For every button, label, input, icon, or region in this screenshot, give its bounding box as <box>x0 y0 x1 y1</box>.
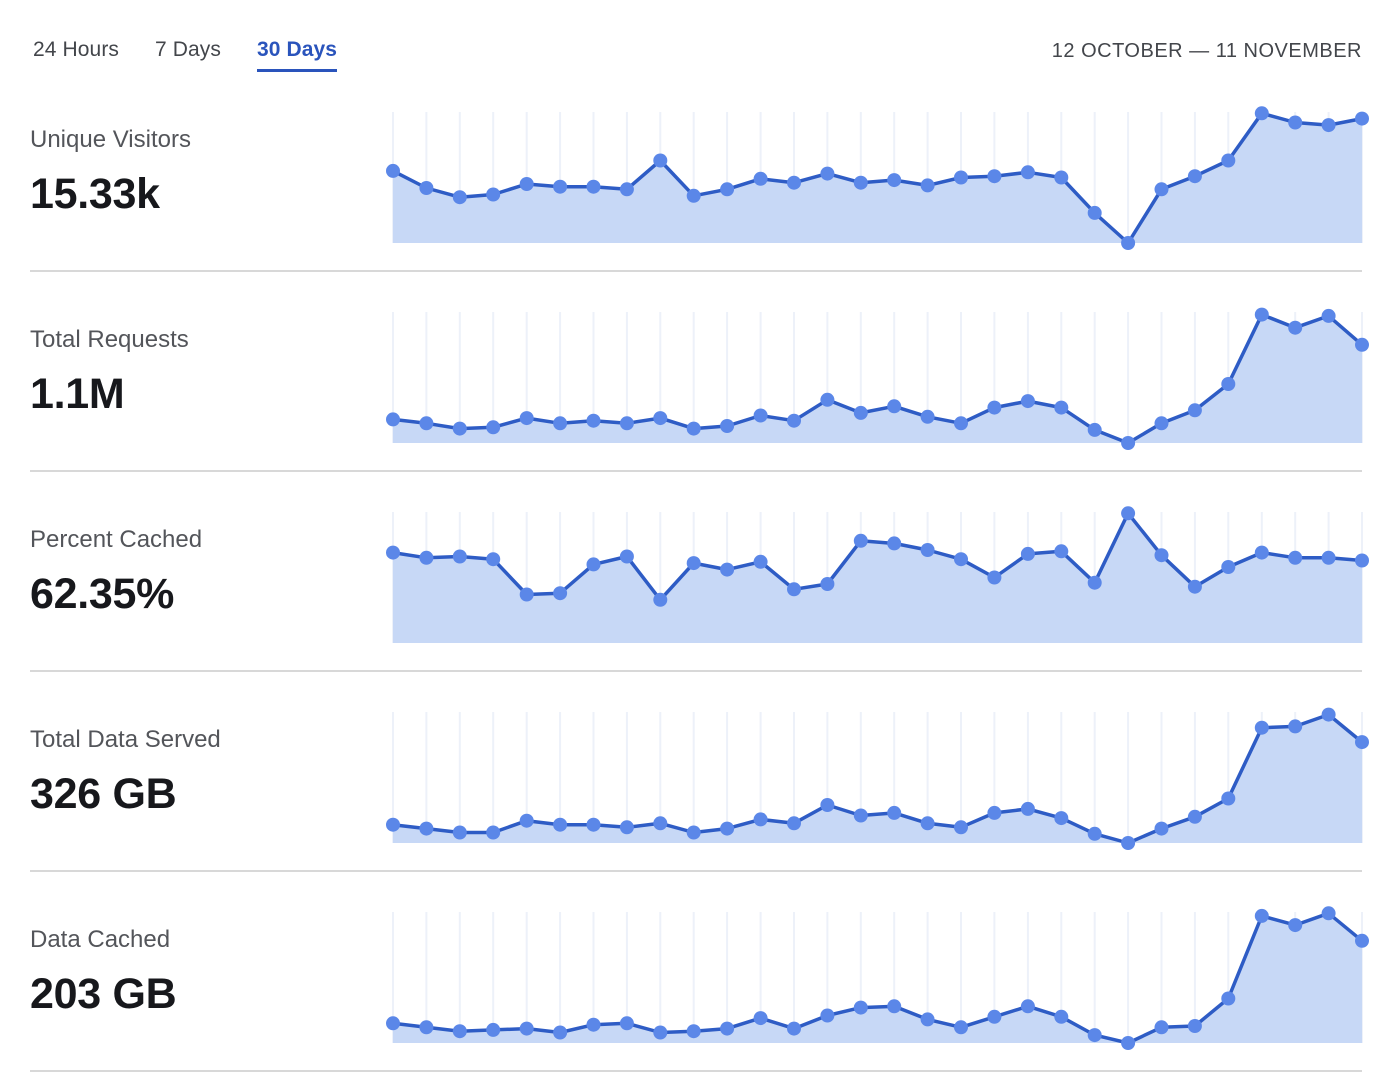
sparkline-svg <box>386 506 1369 643</box>
metric-value: 203 GB <box>30 970 177 1018</box>
area-chart-total-requests[interactable] <box>386 307 1369 450</box>
sparkline-svg <box>386 906 1369 1050</box>
chart-area-fill <box>393 113 1362 243</box>
chart-data-points <box>386 106 1369 250</box>
sparkline-svg <box>386 707 1369 850</box>
metric-row-percent-cached: Percent Cached 62.35% <box>30 472 1369 672</box>
chart-data-points <box>386 707 1369 850</box>
metric-label: Total Requests <box>30 326 189 353</box>
metric-label: Total Data Served <box>30 726 221 753</box>
metric-label: Percent Cached <box>30 526 203 553</box>
metric-info: Total Requests 1.1M <box>30 312 393 443</box>
metric-row-unique-visitors: Unique Visitors 15.33k <box>30 72 1369 272</box>
time-range-tabs: 24 Hours 7 Days 30 Days <box>33 37 338 72</box>
metric-label: Unique Visitors <box>30 126 191 153</box>
area-chart-data-cached[interactable] <box>386 906 1369 1050</box>
metric-row-total-data-served: Total Data Served 326 GB <box>30 672 1369 872</box>
area-chart-total-data-served[interactable] <box>386 707 1369 850</box>
metric-value: 15.33k <box>30 170 160 218</box>
chart-area-fill <box>393 714 1362 843</box>
area-chart-percent-cached[interactable] <box>386 506 1369 643</box>
metric-row-total-requests: Total Requests 1.1M <box>30 272 1369 472</box>
area-chart-unique-visitors[interactable] <box>386 106 1369 250</box>
metric-info: Total Data Served 326 GB <box>30 712 393 843</box>
chart-area-fill <box>393 314 1362 443</box>
chart-area-fill <box>393 913 1362 1043</box>
metrics-panel: Unique Visitors 15.33k Total Requests 1.… <box>0 72 1386 1072</box>
metric-label: Data Cached <box>30 926 171 953</box>
metric-row-data-cached: Data Cached 203 GB <box>30 872 1369 1072</box>
analytics-header: 24 Hours 7 Days 30 Days 12 OCTOBER — 11 … <box>0 0 1386 72</box>
sparkline-svg <box>386 307 1369 450</box>
metric-value: 62.35% <box>30 570 175 618</box>
metric-info: Data Cached 203 GB <box>30 912 393 1043</box>
tab-7-days[interactable]: 7 Days <box>155 37 221 72</box>
metric-info: Percent Cached 62.35% <box>30 512 393 643</box>
chart-data-points <box>386 506 1369 607</box>
tab-24-hours[interactable]: 24 Hours <box>33 37 119 72</box>
chart-data-points <box>386 906 1369 1050</box>
tab-30-days[interactable]: 30 Days <box>256 37 338 72</box>
chart-data-points <box>386 307 1369 450</box>
chart-area-fill <box>393 513 1362 643</box>
metric-info: Unique Visitors 15.33k <box>30 112 393 243</box>
metric-value: 1.1M <box>30 370 125 418</box>
metric-value: 326 GB <box>30 770 177 818</box>
date-range-label: 12 OCTOBER — 11 NOVEMBER <box>1051 40 1362 62</box>
sparkline-svg <box>386 106 1369 250</box>
